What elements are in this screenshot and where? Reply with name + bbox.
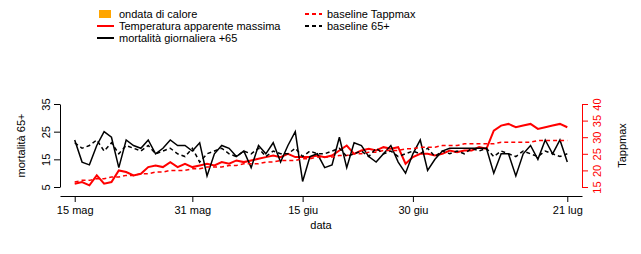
y-tick: 5 xyxy=(40,184,60,190)
y2-tick: 30 xyxy=(582,132,603,144)
chart: 15 mag 31 mag 15 giu 30 giu 21 lug 5 15 25 35 15 2… xyxy=(0,0,641,254)
plot-area xyxy=(75,124,568,185)
tick-mark xyxy=(582,154,588,155)
tick-label: 35 xyxy=(40,98,52,110)
legend-swatch xyxy=(97,37,114,39)
tick-label: 21 lug xyxy=(553,204,583,216)
tick-label: 30 xyxy=(591,132,603,144)
series-line xyxy=(75,141,568,183)
tick-mark xyxy=(54,104,60,105)
tick-mark xyxy=(192,196,193,202)
legend-label: ondata di calore xyxy=(119,8,197,20)
tick-label: 35 xyxy=(591,115,603,127)
legend-swatch xyxy=(97,25,114,27)
x-axis-title: data xyxy=(310,219,332,231)
y-tick: 15 xyxy=(40,154,60,166)
tick-mark xyxy=(303,196,304,202)
tick-label: 20 xyxy=(591,165,603,177)
legend-item: ondata di calore xyxy=(99,8,197,20)
tick-mark xyxy=(75,196,76,202)
axis-line xyxy=(582,105,583,188)
tick-mark xyxy=(567,196,568,202)
tick-mark xyxy=(582,187,588,188)
legend-item: baseline Tappmax xyxy=(305,8,416,20)
y-tick: 35 xyxy=(40,98,60,110)
legend-swatch xyxy=(99,10,111,18)
legend-swatch xyxy=(305,13,322,15)
tick-mark xyxy=(54,159,60,160)
tick-label: 15 giu xyxy=(288,204,318,216)
legend-item: Temperatura apparente massima xyxy=(97,20,281,32)
x-tick: 15 giu xyxy=(288,196,318,216)
tick-label: 25 xyxy=(591,148,603,160)
y2-axis: 15 20 25 30 35 40 xyxy=(582,98,603,193)
y2-tick: 15 xyxy=(582,181,603,193)
tick-mark xyxy=(582,121,588,122)
x-tick: 30 giu xyxy=(398,196,428,216)
series-line xyxy=(75,140,568,162)
tick-label: 25 xyxy=(40,126,52,138)
tick-label: 15 xyxy=(591,181,603,193)
y2-tick: 25 xyxy=(582,148,603,160)
y-axis: 5 15 25 35 xyxy=(40,98,61,190)
legend-label: baseline Tappmax xyxy=(327,8,416,20)
tick-mark xyxy=(582,170,588,171)
tick-label: 15 xyxy=(40,154,52,166)
y2-tick: 20 xyxy=(582,165,603,177)
legend-label: Temperatura apparente massima xyxy=(119,20,281,32)
tick-mark xyxy=(54,187,60,188)
legend-swatch xyxy=(305,25,322,27)
series-line xyxy=(75,124,568,185)
tick-mark xyxy=(54,132,60,133)
legend-label: mortalità giornaliera +65 xyxy=(119,32,237,44)
legend-item: mortalità giornaliera +65 xyxy=(97,32,237,44)
legend-item: baseline 65+ xyxy=(305,20,390,32)
legend: ondata di caloreTemperatura apparente ma… xyxy=(97,8,416,44)
tick-label: 5 xyxy=(40,184,52,190)
tick-label: 15 mag xyxy=(57,204,94,216)
series-line xyxy=(75,132,568,182)
y2-tick: 40 xyxy=(582,98,603,110)
x-tick: 31 mag xyxy=(174,196,211,216)
axis-line xyxy=(60,105,61,188)
tick-mark xyxy=(582,137,588,138)
axis-line xyxy=(61,196,583,197)
tick-mark xyxy=(582,104,588,105)
x-axis: 15 mag 31 mag 15 giu 30 giu 21 lug xyxy=(57,196,583,216)
y-axis-title: mortalità 65+ xyxy=(15,114,27,178)
x-tick: 21 lug xyxy=(553,196,583,216)
tick-label: 31 mag xyxy=(174,204,211,216)
tick-label: 40 xyxy=(591,98,603,110)
y2-axis-title: Tappmax xyxy=(616,123,628,168)
legend-label: baseline 65+ xyxy=(327,20,390,32)
y-tick: 25 xyxy=(40,126,60,138)
x-tick: 15 mag xyxy=(57,196,94,216)
y2-tick: 35 xyxy=(582,115,603,127)
tick-label: 30 giu xyxy=(398,204,428,216)
tick-mark xyxy=(413,196,414,202)
